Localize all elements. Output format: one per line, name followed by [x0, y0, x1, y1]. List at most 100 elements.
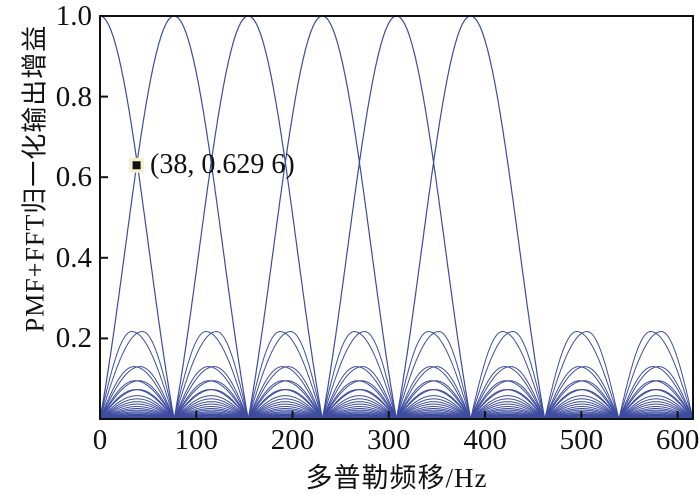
- sidelobe-curve: [544, 406, 620, 420]
- sidelobe-curve: [618, 398, 694, 420]
- sidelobe-curve: [321, 366, 397, 420]
- sidelobe-curve: [396, 380, 472, 420]
- sidelobe-curve: [396, 403, 471, 420]
- sidelobe-curve: [173, 331, 249, 420]
- sidelobe-curve: [99, 389, 175, 420]
- sidelobe-curve: [173, 395, 249, 420]
- y-axis-title: PMF+FFT归一化输出增益: [20, 24, 50, 333]
- sidelobe-curve: [618, 401, 694, 420]
- sidelobe-curve: [470, 380, 546, 420]
- sidelobe-curve: [470, 411, 546, 420]
- x-tick-label: 400: [463, 424, 507, 456]
- sidelobe-curve: [99, 403, 175, 420]
- sidelobe-curve: [99, 409, 175, 420]
- sidelobe-curve: [322, 398, 397, 420]
- y-tick-label: 1.0: [55, 0, 92, 32]
- plot-frame: [99, 15, 694, 420]
- sidelobe-curve: [396, 409, 471, 420]
- sidelobe-curve: [247, 331, 323, 420]
- sidelobe-curve: [396, 398, 471, 420]
- sidelobe-curve: [470, 395, 546, 420]
- sidelobe-curve: [396, 331, 472, 420]
- sidelobe-curve: [247, 398, 323, 420]
- sidelobe-curve: [618, 409, 694, 420]
- sidelobe-curve: [470, 403, 546, 420]
- y-tick-label: 0.4: [55, 241, 92, 274]
- sidelobe-curve: [322, 401, 397, 420]
- sidelobe-curve: [618, 380, 694, 420]
- sidelobe-curve: [470, 398, 546, 420]
- sidelobe-curve: [247, 401, 323, 420]
- sidelobe-curve: [321, 380, 397, 420]
- sidelobe-curve: [322, 411, 397, 420]
- sidelobe-curve: [470, 406, 546, 420]
- sidelobe-curve: [544, 389, 620, 420]
- sidelobe-curve: [544, 380, 620, 420]
- mainlobe-curve: [173, 15, 323, 420]
- sidelobe-curve: [470, 366, 546, 420]
- sidelobe-curve: [470, 408, 546, 420]
- sidelobe-curve: [618, 412, 694, 420]
- sidelobe-curve: [470, 331, 546, 420]
- sidelobe-curve: [173, 406, 249, 420]
- sidelobe-curve: [99, 412, 175, 420]
- sidelobe-curve: [247, 366, 323, 420]
- y-tick-label: 0.2: [55, 322, 92, 355]
- sidelobe-curve: [173, 380, 249, 420]
- sidelobe-curve: [544, 331, 620, 420]
- sidelobe-curve: [618, 403, 694, 420]
- sidelobe-curve: [99, 366, 175, 420]
- sidelobe-curve: [321, 331, 397, 420]
- sidelobe-curve: [396, 401, 471, 420]
- y-tick-label: 0.6: [55, 161, 92, 194]
- sidelobe-curve: [247, 380, 323, 420]
- sidelobe-curve: [618, 411, 694, 420]
- sidelobe-curve: [322, 412, 397, 420]
- sidelobe-curve: [544, 366, 620, 420]
- sidelobe-curve: [248, 412, 323, 420]
- marked-point-label: (38, 0.629 6): [150, 149, 295, 180]
- x-tick-label: 300: [367, 424, 411, 456]
- sidelobe-curve: [396, 411, 471, 420]
- sidelobe-curve: [470, 389, 546, 420]
- sidelobe-curve: [173, 366, 249, 420]
- mainlobe-curve: [321, 15, 472, 420]
- sidelobe-curve: [618, 408, 694, 420]
- sidelobe-curve: [99, 398, 175, 420]
- sidelobe-curve: [173, 408, 249, 420]
- sidelobe-curve: [322, 395, 397, 420]
- sidelobe-curve: [99, 401, 175, 420]
- sidelobe-curve: [99, 408, 175, 420]
- y-tick-label: 0.8: [55, 80, 92, 113]
- sidelobe-curve: [248, 411, 323, 420]
- sidelobe-curve: [247, 389, 323, 420]
- sidelobe-curve: [544, 409, 620, 420]
- sidelobe-curve: [322, 406, 397, 420]
- x-tick-label: 200: [270, 424, 315, 456]
- sidelobe-curve: [618, 406, 694, 420]
- sidelobe-curve: [544, 403, 620, 420]
- x-tick-label: 0: [92, 424, 108, 456]
- sidelobe-curve: [248, 406, 323, 420]
- sidelobe-curve: [173, 401, 249, 420]
- mainlobe-curve: [99, 15, 249, 420]
- sidelobe-curve: [470, 409, 546, 420]
- sidelobe-curve: [322, 403, 397, 420]
- x-tick-label: 600: [655, 424, 700, 456]
- sidelobe-curve: [322, 409, 397, 420]
- sidelobe-curve: [544, 408, 620, 420]
- sidelobe-curve: [99, 380, 175, 420]
- sidelobe-curve: [544, 398, 620, 420]
- sidelobe-curve: [99, 395, 175, 420]
- sidelobe-curve: [99, 411, 175, 420]
- sidelobe-curve: [618, 395, 694, 420]
- sidelobe-curve: [173, 409, 249, 420]
- sidelobe-curve: [173, 389, 249, 420]
- sidelobe-curve: [173, 411, 249, 420]
- sidelobe-curve: [396, 366, 472, 420]
- sidelobe-curve: [544, 401, 620, 420]
- sidelobe-curve: [173, 403, 249, 420]
- sidelobe-curve: [470, 412, 546, 420]
- x-axis-title: 多普勒频移/Hz: [305, 463, 488, 493]
